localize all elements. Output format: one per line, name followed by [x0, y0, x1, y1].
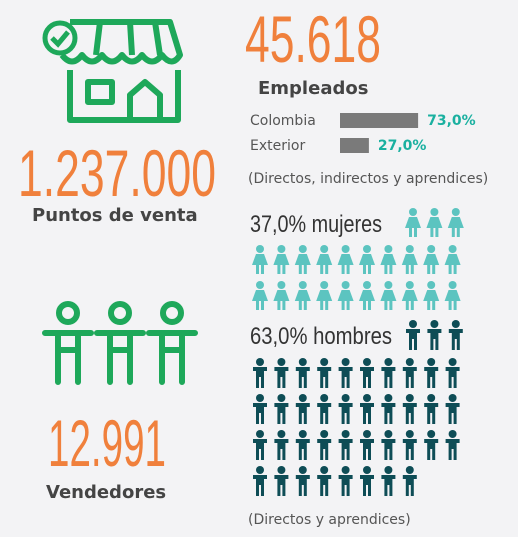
sellers-label: Vendedores	[46, 482, 166, 503]
man-icon	[381, 394, 396, 424]
man-icon	[402, 430, 417, 460]
man-icon	[253, 430, 267, 460]
man-icon	[253, 466, 267, 496]
man-icon	[317, 358, 332, 388]
man-icon	[448, 320, 463, 350]
man-icon	[317, 430, 332, 460]
men-label: 63,0% hombres	[250, 323, 392, 350]
vendors-icon	[42, 301, 198, 385]
woman-icon	[252, 281, 268, 310]
man-icon	[317, 466, 332, 496]
man-icon	[445, 358, 460, 388]
man-icon	[253, 394, 267, 424]
gender-note: (Directos y aprendices)	[248, 512, 411, 528]
woman-icon	[273, 245, 290, 274]
pos-label: Puntos de venta	[32, 205, 198, 226]
man-icon	[381, 430, 396, 460]
man-icon	[427, 320, 442, 350]
woman-icon	[359, 281, 375, 310]
man-icon	[381, 358, 396, 388]
employees-total: 45.618	[245, 2, 381, 76]
man-icon	[274, 430, 289, 460]
man-icon	[360, 394, 374, 424]
man-icon	[402, 466, 417, 496]
man-icon	[274, 394, 289, 424]
man-icon	[424, 394, 439, 424]
woman-icon	[444, 281, 461, 310]
man-icon	[424, 358, 439, 388]
woman-icon	[426, 208, 443, 237]
man-icon	[295, 430, 310, 460]
women-label: 37,0% mujeres	[250, 211, 382, 238]
man-icon	[360, 430, 374, 460]
man-icon	[406, 320, 420, 350]
man-icon	[381, 466, 396, 496]
man-icon	[338, 466, 353, 496]
breakdown-pct: 27,0%	[378, 138, 427, 154]
woman-icon	[316, 245, 333, 274]
man-icon	[295, 466, 310, 496]
man-icon	[274, 358, 289, 388]
woman-icon	[359, 245, 375, 274]
employees-note: (Directos, indirectos y aprendices)	[248, 171, 488, 187]
woman-icon	[337, 245, 354, 274]
breakdown-name: Colombia	[250, 113, 316, 129]
sellers-total: 12.991	[48, 406, 166, 480]
woman-icon	[316, 281, 333, 310]
bar	[340, 113, 419, 128]
man-icon	[445, 430, 460, 460]
man-icon	[253, 358, 267, 388]
woman-icon	[401, 245, 418, 274]
woman-icon	[294, 245, 311, 274]
check-mark	[50, 30, 70, 48]
breakdown-name: Exterior	[250, 138, 305, 154]
man-icon	[274, 466, 289, 496]
woman-icon	[447, 208, 464, 237]
woman-icon	[423, 281, 440, 310]
man-icon	[295, 394, 310, 424]
woman-icon	[273, 281, 290, 310]
employees-label: Empleados	[258, 78, 368, 99]
bar	[340, 138, 369, 153]
man-icon	[402, 358, 417, 388]
woman-icon	[294, 281, 311, 310]
woman-icon	[401, 281, 418, 310]
man-icon	[360, 358, 374, 388]
man-icon	[338, 430, 353, 460]
store-icon	[59, 19, 183, 123]
woman-icon	[380, 245, 397, 274]
man-icon	[295, 358, 310, 388]
breakdown-pct: 73,0%	[427, 113, 476, 129]
pos-total: 1.237.000	[18, 136, 216, 210]
man-icon	[445, 394, 460, 424]
woman-icon	[380, 281, 397, 310]
woman-icon	[337, 281, 354, 310]
woman-icon	[252, 245, 268, 274]
man-icon	[317, 394, 332, 424]
woman-icon	[405, 208, 421, 237]
woman-icon	[444, 245, 461, 274]
man-icon	[338, 358, 353, 388]
man-icon	[338, 394, 353, 424]
woman-icon	[423, 245, 440, 274]
man-icon	[402, 394, 417, 424]
man-icon	[424, 430, 439, 460]
man-icon	[360, 466, 374, 496]
